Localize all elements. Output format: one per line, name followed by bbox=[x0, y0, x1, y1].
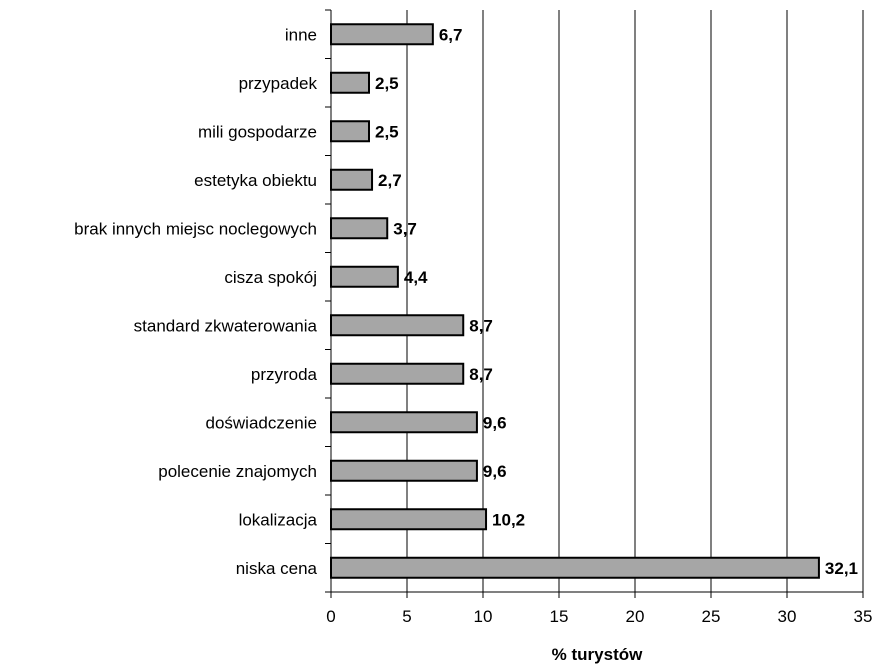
bar bbox=[330, 23, 434, 46]
category-label: brak innych miejsc noclegowych bbox=[74, 219, 317, 238]
value-label: 8,7 bbox=[469, 365, 493, 384]
x-tick-label: 20 bbox=[626, 607, 645, 626]
x-axis-title: % turystów bbox=[552, 645, 643, 664]
bar bbox=[330, 120, 370, 143]
bar bbox=[330, 362, 465, 385]
bar bbox=[330, 265, 399, 288]
labels: 0 5 10 15 20 25 30 35 niska cena 32,1 lokalizacja 1… bbox=[74, 25, 872, 626]
x-tick-label: 30 bbox=[778, 607, 797, 626]
category-label: lokalizacja bbox=[239, 510, 318, 529]
gridlines bbox=[406, 10, 864, 592]
category-label: przypadek bbox=[239, 74, 318, 93]
category-label: mili gospodarze bbox=[198, 122, 317, 141]
category-label: niska cena bbox=[236, 559, 318, 578]
x-tick-label: 10 bbox=[474, 607, 493, 626]
bar bbox=[330, 217, 389, 240]
category-label: estetyka obiektu bbox=[194, 171, 317, 190]
category-label: inne bbox=[285, 25, 317, 44]
value-label: 8,7 bbox=[469, 316, 493, 335]
category-label: standard zkwaterowania bbox=[134, 316, 318, 335]
x-tick-label: 0 bbox=[326, 607, 335, 626]
category-label: przyroda bbox=[251, 365, 318, 384]
bar bbox=[330, 459, 478, 482]
x-tick-label: 15 bbox=[550, 607, 569, 626]
category-label: cisza spokój bbox=[224, 268, 317, 287]
value-label: 2,5 bbox=[375, 122, 399, 141]
value-label: 10,2 bbox=[492, 510, 525, 529]
value-label: 9,6 bbox=[483, 462, 507, 481]
bar bbox=[330, 508, 488, 531]
value-label: 2,5 bbox=[375, 74, 399, 93]
x-tick-label: 35 bbox=[854, 607, 873, 626]
bar bbox=[330, 168, 374, 191]
bar bbox=[330, 314, 465, 337]
value-label: 4,4 bbox=[404, 268, 428, 287]
bar bbox=[330, 556, 820, 579]
value-label: 3,7 bbox=[393, 219, 417, 238]
value-label: 6,7 bbox=[439, 25, 463, 44]
value-label: 2,7 bbox=[378, 171, 402, 190]
axes bbox=[325, 9, 864, 598]
x-tick-label: 25 bbox=[702, 607, 721, 626]
value-label: 9,6 bbox=[483, 413, 507, 432]
bar bbox=[330, 71, 370, 94]
category-label: polecenie znajomych bbox=[158, 462, 317, 481]
category-label: doświadczenie bbox=[205, 413, 317, 432]
x-tick-label: 5 bbox=[402, 607, 411, 626]
bar bbox=[330, 411, 478, 434]
value-label: 32,1 bbox=[825, 559, 858, 578]
bars bbox=[330, 23, 820, 579]
